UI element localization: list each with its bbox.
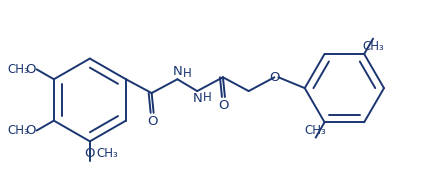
Text: CH₃: CH₃: [305, 124, 327, 137]
Text: O: O: [219, 99, 229, 112]
Text: N: N: [192, 92, 202, 105]
Text: CH₃: CH₃: [362, 40, 384, 53]
Text: CH₃: CH₃: [7, 63, 29, 76]
Text: O: O: [85, 147, 95, 160]
Text: O: O: [25, 124, 36, 137]
Text: O: O: [25, 63, 36, 76]
Text: O: O: [147, 115, 158, 128]
Text: O: O: [269, 71, 280, 84]
Text: N: N: [173, 65, 182, 78]
Text: CH₃: CH₃: [7, 124, 29, 137]
Text: CH₃: CH₃: [97, 147, 119, 160]
Text: H: H: [203, 91, 212, 104]
Text: H: H: [183, 67, 192, 80]
